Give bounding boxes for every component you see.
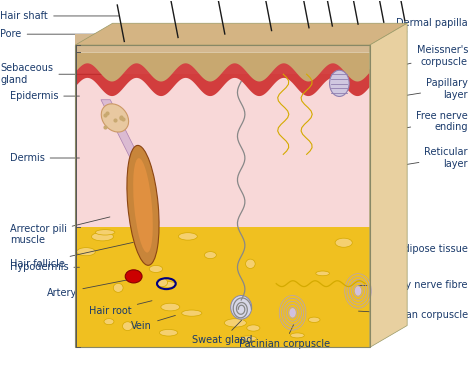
Text: Arrector pili
muscle: Arrector pili muscle [10, 217, 110, 245]
Text: Free nerve
ending: Free nerve ending [382, 111, 468, 132]
Ellipse shape [290, 333, 304, 338]
Text: Sweat gland: Sweat gland [192, 320, 253, 345]
Polygon shape [75, 23, 407, 45]
Ellipse shape [104, 319, 114, 325]
Ellipse shape [161, 303, 180, 311]
Ellipse shape [113, 283, 123, 292]
Text: Pacinian corpuscle: Pacinian corpuscle [239, 324, 330, 349]
Ellipse shape [101, 104, 128, 132]
Ellipse shape [159, 330, 178, 336]
Text: Hair root: Hair root [89, 301, 152, 316]
Ellipse shape [246, 259, 255, 269]
Ellipse shape [178, 233, 197, 240]
Ellipse shape [247, 325, 260, 331]
Text: Dermal papilla: Dermal papilla [382, 18, 468, 40]
Ellipse shape [149, 265, 163, 272]
Ellipse shape [329, 70, 349, 97]
Ellipse shape [91, 232, 113, 241]
Text: Dermis: Dermis [10, 153, 80, 163]
Text: Epidermis: Epidermis [10, 91, 80, 101]
Ellipse shape [231, 295, 252, 319]
Ellipse shape [77, 248, 95, 256]
Text: Pacinian corpuscle: Pacinian corpuscle [358, 310, 468, 320]
Ellipse shape [316, 271, 329, 276]
Polygon shape [75, 227, 370, 348]
Ellipse shape [204, 252, 216, 259]
Text: Vein: Vein [131, 315, 175, 331]
Text: Hypodermis: Hypodermis [10, 262, 80, 272]
Ellipse shape [161, 281, 176, 287]
Text: Sebaceous
gland: Sebaceous gland [0, 63, 110, 85]
Text: Papillary
layer: Papillary layer [382, 78, 468, 99]
Polygon shape [75, 60, 370, 96]
Text: Adipose tissue: Adipose tissue [382, 244, 468, 256]
Polygon shape [75, 34, 370, 52]
Polygon shape [75, 74, 370, 227]
Ellipse shape [133, 158, 153, 252]
Ellipse shape [224, 319, 246, 327]
Text: Sensory nerve fibre: Sensory nerve fibre [358, 280, 468, 291]
Ellipse shape [127, 145, 159, 265]
Ellipse shape [355, 286, 361, 296]
Text: Hair follicle: Hair follicle [10, 242, 133, 269]
Polygon shape [370, 23, 407, 348]
Ellipse shape [122, 322, 133, 331]
Text: Meissner's
corpuscle: Meissner's corpuscle [382, 45, 468, 70]
Circle shape [125, 270, 142, 283]
Ellipse shape [156, 278, 168, 287]
Polygon shape [101, 100, 152, 184]
Ellipse shape [182, 310, 202, 316]
Text: Artery: Artery [47, 279, 133, 298]
Ellipse shape [308, 317, 320, 323]
Ellipse shape [335, 238, 352, 247]
Ellipse shape [289, 308, 296, 317]
Polygon shape [75, 52, 370, 81]
Ellipse shape [95, 230, 115, 235]
Text: Pore: Pore [0, 29, 115, 39]
Ellipse shape [239, 336, 256, 341]
Text: Hair shaft: Hair shaft [0, 11, 119, 21]
Text: Reticular
layer: Reticular layer [382, 147, 468, 169]
